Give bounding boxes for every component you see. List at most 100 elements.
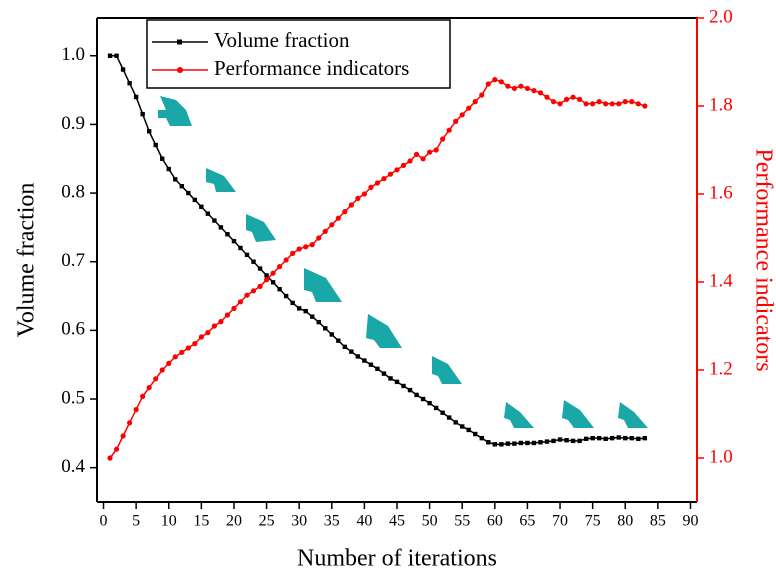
x-tick-label: 50	[422, 513, 438, 530]
legend-marker	[177, 39, 182, 45]
thumbnails	[158, 96, 648, 428]
y-tick-label: 0.9	[61, 113, 85, 134]
point	[623, 435, 628, 441]
point	[323, 326, 328, 331]
point	[498, 79, 504, 85]
y-axis-label: Volume fraction	[14, 183, 40, 338]
point	[453, 420, 458, 425]
point	[473, 431, 478, 437]
y2-tick-label: 1.0	[709, 446, 733, 467]
point	[303, 308, 308, 314]
point	[120, 433, 126, 439]
point	[237, 299, 244, 305]
y-tick-label: 0.8	[61, 181, 85, 202]
point	[166, 360, 172, 366]
y-tick-label: 0.4	[61, 456, 85, 477]
point	[381, 371, 387, 376]
point	[453, 118, 459, 124]
x-tick-label: 30	[291, 513, 307, 530]
thumbnail	[246, 214, 276, 242]
point	[616, 435, 621, 440]
x-tick-label: 80	[617, 513, 633, 530]
y2-tick-label: 2.0	[709, 6, 733, 27]
y2-tick-label: 1.4	[709, 270, 733, 291]
point	[362, 358, 367, 363]
y-tick-label: 0.7	[61, 250, 85, 271]
point	[544, 94, 550, 100]
point	[186, 190, 191, 196]
point	[486, 440, 491, 445]
point	[264, 273, 269, 278]
point	[459, 112, 465, 118]
point	[348, 202, 354, 208]
point	[414, 392, 419, 398]
point	[427, 400, 432, 406]
point	[179, 183, 184, 189]
point	[166, 166, 171, 172]
y-tick-label: 0.6	[61, 319, 85, 340]
point	[407, 387, 413, 393]
point	[342, 209, 348, 215]
x-tick-label: 90	[682, 513, 698, 530]
point	[440, 136, 446, 142]
point	[257, 266, 263, 271]
point	[590, 101, 596, 107]
thumbnail	[618, 402, 648, 428]
x-tick-label: 25	[259, 513, 275, 530]
point	[466, 105, 472, 111]
x-tick-label: 35	[324, 513, 340, 530]
point	[224, 312, 231, 318]
point	[218, 225, 224, 230]
point	[172, 354, 178, 360]
point	[387, 171, 394, 177]
point	[583, 436, 589, 442]
point	[335, 215, 341, 221]
x-tick-label: 0	[100, 513, 108, 530]
point	[218, 319, 224, 325]
point	[492, 442, 498, 447]
point	[563, 96, 570, 102]
point	[511, 85, 517, 91]
point	[192, 197, 198, 203]
point	[244, 252, 250, 258]
point	[257, 283, 263, 289]
point	[179, 349, 185, 355]
point	[642, 103, 648, 109]
point	[596, 99, 602, 105]
point	[133, 94, 139, 100]
y2-tick-label: 1.8	[709, 94, 733, 115]
point	[537, 90, 544, 96]
point	[277, 286, 282, 292]
point	[290, 300, 295, 306]
y-tick-label: 1.0	[61, 44, 85, 65]
point	[636, 436, 641, 442]
point	[277, 264, 283, 270]
point	[205, 211, 211, 216]
point	[140, 393, 146, 399]
point	[400, 162, 407, 168]
point	[192, 341, 198, 347]
point	[368, 362, 374, 367]
x-tick-label: 60	[487, 513, 503, 530]
point	[185, 345, 191, 351]
point	[596, 435, 602, 441]
point	[140, 111, 145, 117]
point	[231, 305, 237, 311]
point	[407, 158, 413, 164]
y-tick-label: 0.5	[61, 387, 85, 408]
point	[133, 407, 139, 413]
point	[622, 99, 628, 105]
point	[629, 435, 634, 441]
point	[642, 435, 648, 441]
x-tick-label: 55	[454, 513, 470, 530]
point	[212, 218, 217, 223]
point	[211, 323, 217, 329]
point	[577, 96, 583, 102]
point	[518, 440, 524, 446]
point	[394, 167, 400, 173]
point	[629, 99, 635, 105]
series-line	[110, 55, 645, 446]
point	[479, 92, 485, 98]
